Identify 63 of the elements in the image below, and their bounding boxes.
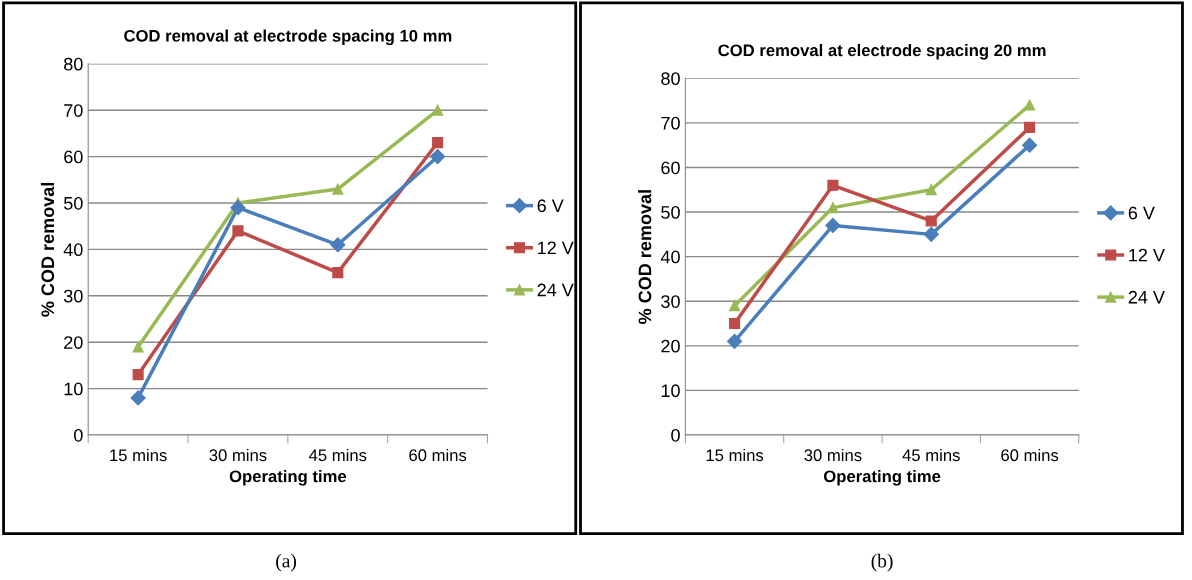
x-axis-title: Operating time [229,469,347,486]
y-tick-label: 30 [661,295,680,308]
x-axis-title: Operating time [823,469,941,486]
point [130,390,146,406]
point [827,202,839,214]
y-tick-label: 10 [64,382,83,396]
y-tick-label: 20 [64,336,83,349]
x-tick-label: 45 mins [902,448,960,462]
point [1022,137,1038,153]
y-tick-label: 50 [661,206,680,219]
point [729,317,741,330]
point [827,179,839,191]
point [432,137,444,149]
x-tick-label: 45 mins [308,448,367,462]
point [925,184,937,196]
legend-label: 24 V [1128,290,1165,304]
point [726,333,743,349]
x-tick-label: 60 mins [1001,448,1059,462]
point [330,237,346,253]
chart-title: COD removal at electrode spacing 20 mm [718,44,1046,60]
y-tick-label: 60 [661,161,680,175]
y-tick-label: 40 [63,243,83,257]
point [729,300,741,312]
y-tick-label: 50 [63,196,83,210]
point [232,225,244,237]
point [1024,99,1036,111]
y-tick-label: 30 [63,289,83,303]
y-tick-label: 0 [74,428,83,442]
x-tick-label: 30 mins [209,448,267,462]
y-tick-label: 80 [661,72,680,86]
point [132,369,144,381]
point [923,226,939,242]
x-tick-label: 30 mins [804,448,862,462]
point [825,217,841,234]
text: (a) [276,553,297,572]
x-tick-label: 15 mins [110,448,167,462]
y-tick-label: 10 [661,384,680,398]
point [432,104,444,116]
y-tick-label: 40 [660,250,680,264]
y-tick-label: 70 [661,116,680,130]
chart-title: COD removal at electrode spacing 10 mm [124,29,452,46]
point [1024,121,1036,133]
point [132,341,144,353]
legend-label: 12 V [538,241,574,255]
point [925,215,937,227]
y-tick-label: 80 [64,57,83,71]
y-axis-title: % COD removal [40,182,55,317]
x-tick-label: 15 mins [706,448,764,462]
text: (b) [871,553,893,572]
x-tick-label: 60 mins [409,448,467,462]
y-axis-title: % COD removal [638,190,652,324]
legend-label: 6 V [1128,206,1155,220]
y-tick-label: 60 [64,150,83,164]
legend-label: 6 V [537,199,564,213]
point [332,183,344,195]
point [430,149,446,165]
y-tick-label: 20 [661,339,680,353]
y-tick-label: 0 [671,428,680,442]
y-tick-label: 70 [64,104,83,117]
legend-label: 12 V [1129,248,1165,262]
point [332,267,344,279]
legend-label: 24 V [537,283,574,297]
point [230,200,246,216]
